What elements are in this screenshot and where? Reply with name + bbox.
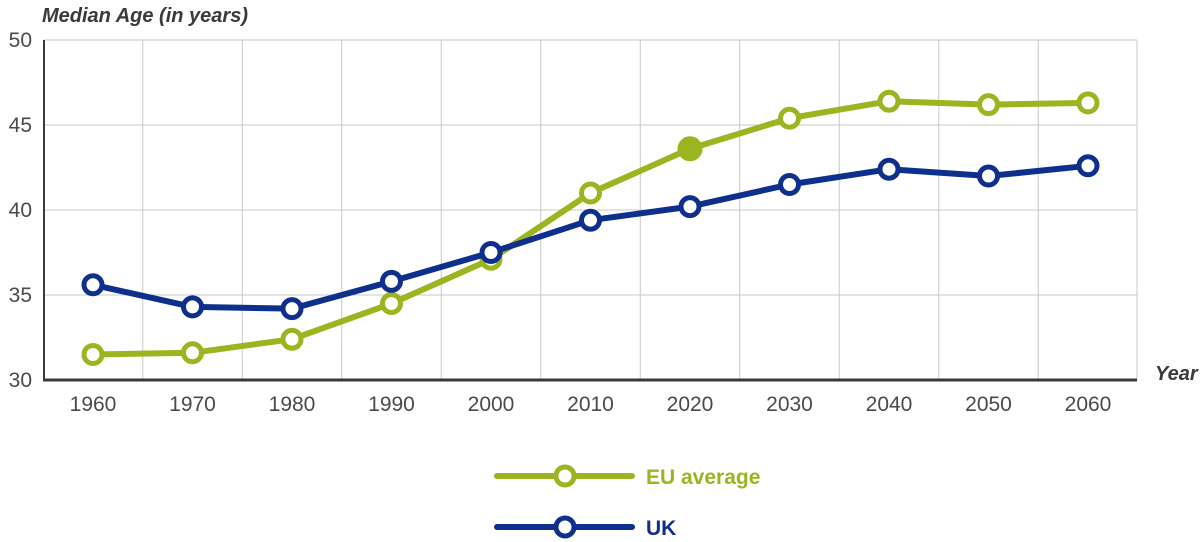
data-point-eu-average [977,93,1000,117]
data-point-uk [479,241,503,264]
x-tick-label: 2000 [468,393,515,416]
tick-labels: 30 35 40 45 50 1960 1970 1980 1990 2000 2010 2020 20… [9,29,1112,416]
series-group [81,89,1100,366]
series-uk [81,154,1100,321]
data-point-eu-average [677,136,703,162]
data-point-uk [280,297,304,321]
data-point-uk [81,273,105,297]
x-tick-label: 1980 [269,393,316,416]
y-tick-label: 40 [9,199,32,222]
y-tick-label: 30 [9,369,32,392]
legend-swatch-marker [553,464,577,488]
x-axis-title: Year [1155,363,1199,385]
y-tick-label: 35 [9,284,32,307]
data-point-uk [678,195,702,219]
x-tick-label: 2010 [567,393,614,416]
y-tick-label: 50 [9,29,32,52]
legend-item-uk: UK [494,515,676,540]
legend-item-eu-average: EU average [494,464,760,489]
x-tick-label: 2060 [1065,393,1112,416]
data-point-eu-average [579,181,602,205]
legend-swatch-marker [553,515,577,539]
data-point-eu-average [1076,91,1100,115]
data-point-eu-average [81,343,105,366]
data-point-uk [579,208,602,232]
x-tick-label: 2030 [766,393,813,416]
legend-label: UK [646,517,676,540]
y-axis-title: Median Age (in years) [42,5,248,27]
data-point-uk [877,157,901,181]
data-point-uk [977,164,1000,188]
data-point-uk [778,173,801,196]
x-tick-label: 1960 [70,393,117,416]
x-tick-label: 2050 [965,393,1012,416]
data-point-eu-average [181,341,204,365]
data-point-uk [380,269,403,293]
data-point-eu-average [877,89,901,113]
data-point-uk [181,295,204,319]
legend-label: EU average [646,466,760,489]
data-point-eu-average [778,106,801,130]
x-tick-label: 2040 [866,393,913,416]
data-point-eu-average [280,327,304,351]
legend: EU average UK [494,464,760,540]
data-point-eu-average [380,292,403,315]
x-tick-label: 1970 [169,393,216,416]
y-tick-label: 45 [9,114,32,137]
axes [43,40,1137,382]
x-tick-label: 1990 [368,393,415,416]
x-tick-label: 2020 [667,393,714,416]
data-point-uk [1076,154,1100,178]
series-eu-average [81,89,1100,366]
